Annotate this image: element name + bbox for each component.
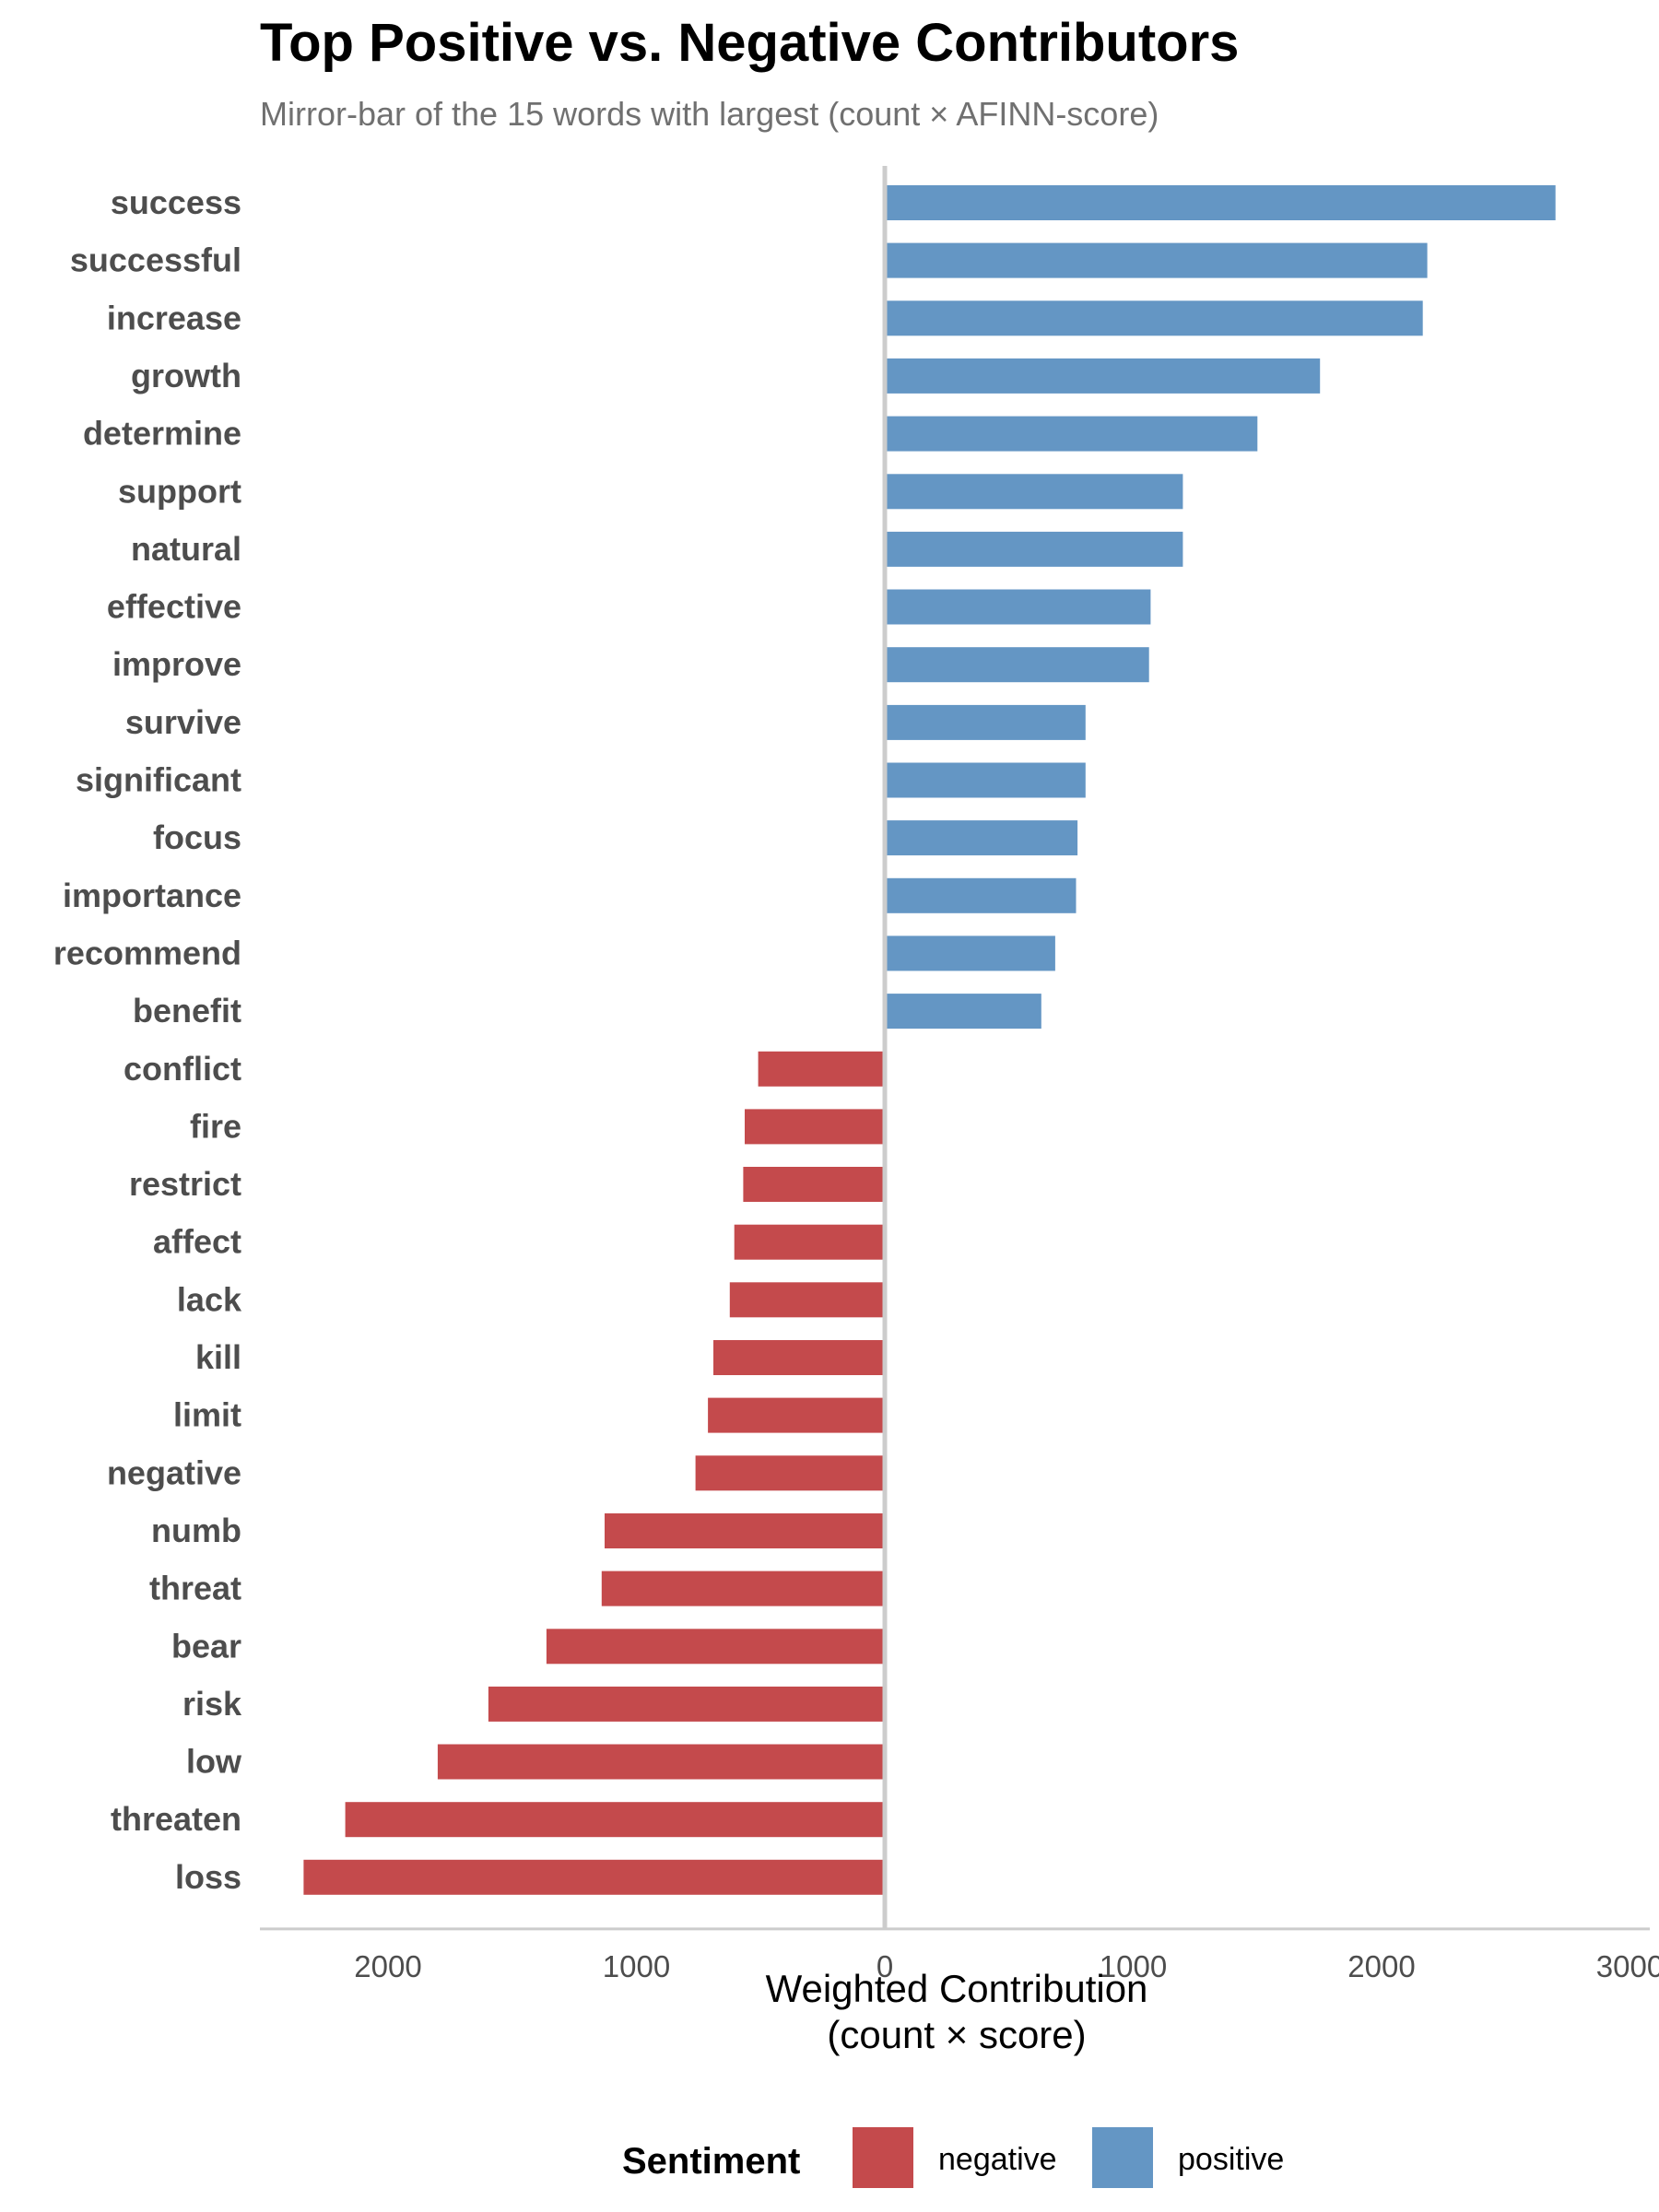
bar-benefit [885, 994, 1041, 1030]
bar-support [885, 474, 1183, 510]
bar-significant [885, 762, 1086, 798]
category-label-conflict: conflict [124, 1050, 241, 1088]
category-label-threaten: threaten [111, 1800, 241, 1838]
bar-increase [885, 300, 1423, 336]
bar-numb [605, 1513, 885, 1548]
category-label-low: low [186, 1743, 242, 1781]
category-label-significant: significant [76, 761, 241, 799]
category-label-importance: importance [63, 877, 241, 914]
legend-swatch-negative [853, 2127, 913, 2188]
x-tick-label: 1000 [603, 1949, 670, 1983]
legend-title: Sentiment [622, 2141, 800, 2182]
category-label-negative: negative [107, 1453, 241, 1491]
category-label-natural: natural [131, 530, 241, 568]
bars-layer [303, 185, 1556, 1895]
bar-risk [488, 1686, 885, 1722]
bar-focus [885, 820, 1078, 856]
category-label-limit: limit [173, 1396, 241, 1434]
bar-importance [885, 877, 1077, 913]
bar-kill [713, 1340, 885, 1375]
bar-bear [546, 1629, 885, 1665]
category-label-bear: bear [171, 1627, 241, 1665]
chart-subtitle: Mirror-bar of the 15 words with largest … [260, 95, 1159, 133]
category-label-successful: successful [70, 241, 241, 279]
bar-loss [303, 1859, 885, 1895]
category-label-recommend: recommend [53, 934, 241, 971]
x-tick-label: 1000 [1100, 1949, 1167, 1983]
category-label-loss: loss [175, 1858, 241, 1896]
category-label-focus: focus [153, 818, 241, 856]
legend-label-negative: negative [938, 2142, 1057, 2177]
bar-negative [695, 1455, 885, 1491]
legend-label-positive: positive [1178, 2142, 1284, 2177]
bar-determine [885, 416, 1258, 452]
legend: Sentiment negative positive [622, 2127, 1284, 2188]
bar-survive [885, 704, 1086, 740]
x-axis-title-line2: (count × score) [827, 2013, 1086, 2056]
category-label-increase: increase [107, 299, 241, 336]
category-label-benefit: benefit [133, 992, 241, 1030]
category-label-support: support [118, 472, 241, 510]
bar-lack [729, 1282, 885, 1318]
category-label-affect: affect [153, 1223, 241, 1261]
bar-conflict [758, 1051, 885, 1087]
x-tick-label: 2000 [1347, 1949, 1415, 1983]
category-label-effective: effective [107, 588, 241, 626]
category-label-numb: numb [151, 1512, 241, 1549]
category-labels: success successful increase growth determine… [53, 183, 242, 1896]
category-label-threat: threat [149, 1570, 241, 1607]
category-label-risk: risk [182, 1685, 242, 1723]
category-label-determine: determine [83, 415, 241, 453]
bar-natural [885, 531, 1183, 567]
x-tick-label: 3000 [1596, 1949, 1659, 1983]
bar-restrict [743, 1167, 885, 1202]
bar-growth [885, 358, 1321, 394]
bar-success [885, 185, 1556, 220]
chart-title: Top Positive vs. Negative Contributors [260, 13, 1239, 73]
bar-limit [708, 1397, 885, 1433]
x-tick-label: 0 [877, 1949, 893, 1983]
category-label-survive: survive [125, 703, 241, 741]
bar-recommend [885, 935, 1055, 971]
category-label-growth: growth [131, 357, 241, 394]
x-tick-label: 2000 [354, 1949, 421, 1983]
category-label-lack: lack [177, 1280, 242, 1318]
bar-fire [745, 1109, 885, 1145]
category-label-kill: kill [195, 1338, 241, 1376]
bar-threat [601, 1571, 885, 1606]
bar-successful [885, 242, 1428, 278]
bar-improve [885, 647, 1149, 683]
bar-affect [734, 1224, 885, 1260]
x-axis-title-line1: Weighted Contribution [766, 1967, 1148, 2010]
x-axis-ticks: 2000 1000 0 1000 2000 3000 [354, 1949, 1659, 1983]
bar-threaten [345, 1802, 886, 1838]
bar-effective [885, 589, 1151, 625]
bar-low [437, 1744, 885, 1780]
legend-swatch-positive [1092, 2127, 1153, 2188]
category-label-fire: fire [190, 1107, 241, 1145]
category-label-success: success [111, 183, 241, 221]
category-label-improve: improve [112, 645, 241, 683]
category-label-restrict: restrict [129, 1165, 241, 1203]
